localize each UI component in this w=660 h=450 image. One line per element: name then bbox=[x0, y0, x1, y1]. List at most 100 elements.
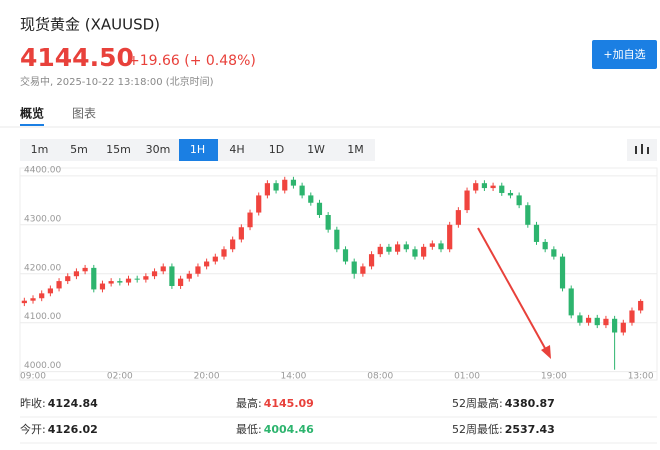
candle-body bbox=[56, 281, 62, 289]
candle-body bbox=[455, 210, 461, 225]
x-tick-label: 02:00 bbox=[107, 372, 133, 382]
candle-body bbox=[507, 192, 514, 196]
candle-body bbox=[177, 278, 184, 286]
candle-body bbox=[342, 249, 349, 262]
x-tick-label: 13:00 bbox=[628, 372, 654, 382]
candle-body bbox=[603, 318, 609, 326]
candle-body bbox=[585, 317, 592, 323]
candle-body bbox=[125, 278, 132, 283]
candle-body bbox=[82, 267, 88, 272]
candle-body bbox=[620, 322, 626, 333]
candle-body bbox=[169, 266, 175, 286]
candle-body bbox=[290, 179, 297, 186]
candle-body bbox=[377, 246, 383, 255]
candle-body bbox=[195, 266, 201, 274]
candle-body bbox=[334, 229, 340, 250]
candle-body bbox=[325, 215, 331, 230]
candle-body bbox=[421, 246, 427, 257]
interval-selected bbox=[179, 139, 218, 161]
candle-body bbox=[360, 266, 366, 274]
candle-body bbox=[99, 283, 106, 290]
y-tick-label: 4400.00 bbox=[24, 165, 61, 175]
candle-body bbox=[21, 300, 27, 304]
icon bbox=[635, 144, 649, 154]
interval-button[interactable]: 1M bbox=[347, 143, 364, 156]
x-tick-label: 20:00 bbox=[194, 372, 220, 382]
interval-button[interactable]: 1H bbox=[190, 143, 205, 156]
interval-button[interactable]: 15m bbox=[106, 143, 131, 156]
stat-value: 4124.84 bbox=[48, 397, 98, 410]
button-label: +加自选 bbox=[603, 48, 645, 61]
candle-body bbox=[204, 261, 210, 267]
title: 现货黄金 (XAUUSD) bbox=[20, 16, 160, 34]
stat-value: 4004.46 bbox=[264, 423, 314, 436]
arrow-head bbox=[541, 345, 551, 359]
candle-body bbox=[464, 190, 470, 211]
candle-body bbox=[481, 183, 488, 189]
x-tick-label: 01:00 bbox=[454, 372, 480, 382]
candle-body bbox=[490, 185, 496, 189]
tab-underline bbox=[20, 124, 44, 126]
candle-body bbox=[256, 195, 262, 213]
candle-body bbox=[91, 267, 97, 290]
candle-body bbox=[542, 241, 548, 250]
interval-button[interactable]: 30m bbox=[146, 143, 171, 156]
interval-button[interactable]: 1m bbox=[31, 143, 49, 156]
candle-body bbox=[134, 278, 140, 280]
y-tick-label: 4100.00 bbox=[24, 312, 61, 322]
candle-body bbox=[412, 249, 418, 257]
chart-settings-button[interactable] bbox=[627, 139, 657, 161]
interval-button[interactable]: 4H bbox=[229, 143, 244, 156]
candle-body bbox=[221, 249, 227, 257]
interval-button[interactable]: 1W bbox=[307, 143, 325, 156]
interval-button[interactable]: 1D bbox=[269, 143, 284, 156]
stat-value: 4126.02 bbox=[48, 423, 98, 436]
candle-body bbox=[230, 239, 236, 250]
arrow-line bbox=[477, 227, 547, 351]
status: 交易中, 2025-10-22 13:18:00 (北京时间) bbox=[20, 75, 214, 88]
change: +19.66 (+ 0.48%) bbox=[128, 53, 256, 69]
add-watchlist-button[interactable]: +加自选 bbox=[592, 40, 657, 69]
candle-body bbox=[438, 243, 444, 250]
candle-body bbox=[65, 276, 71, 282]
y-tick-label: 4300.00 bbox=[24, 214, 61, 224]
candle-body bbox=[212, 256, 218, 262]
candle-body bbox=[568, 288, 574, 316]
interval-button[interactable]: 5m bbox=[70, 143, 88, 156]
candle-body bbox=[559, 256, 566, 289]
candle-body bbox=[612, 318, 618, 333]
candle-body bbox=[499, 185, 505, 193]
tab[interactable]: 概览 bbox=[20, 106, 44, 121]
price: 4144.50 bbox=[20, 43, 134, 72]
stat-label: 昨收: bbox=[20, 396, 46, 410]
candle-body bbox=[73, 271, 80, 277]
candle-body bbox=[273, 183, 279, 191]
candle-body bbox=[395, 244, 401, 252]
candle-body bbox=[264, 183, 270, 196]
candle-body bbox=[117, 281, 123, 283]
stat-value: 4380.87 bbox=[505, 397, 555, 410]
candle-body bbox=[143, 276, 149, 280]
stat-value: 2537.43 bbox=[505, 423, 555, 436]
candle-body bbox=[316, 202, 323, 216]
candle-body bbox=[629, 310, 635, 323]
candle-body bbox=[429, 243, 435, 247]
candle-body bbox=[638, 300, 644, 311]
candle-body bbox=[386, 246, 392, 252]
candle-body bbox=[403, 244, 409, 250]
stat-label: 最低: bbox=[236, 423, 262, 436]
stat-label: 最高: bbox=[236, 396, 262, 410]
tab[interactable]: 图表 bbox=[72, 107, 96, 121]
candle-body bbox=[308, 195, 314, 203]
candle-body bbox=[516, 195, 522, 206]
candle-body bbox=[299, 185, 305, 196]
candle-body bbox=[47, 288, 53, 294]
candle-body bbox=[30, 298, 36, 301]
candle-body bbox=[282, 179, 288, 191]
candle-body bbox=[368, 254, 375, 267]
candle-body bbox=[186, 273, 192, 279]
y-tick-label: 4000.00 bbox=[24, 361, 61, 371]
candle-body bbox=[39, 293, 45, 299]
stat-label: 52周最高: bbox=[452, 396, 503, 410]
